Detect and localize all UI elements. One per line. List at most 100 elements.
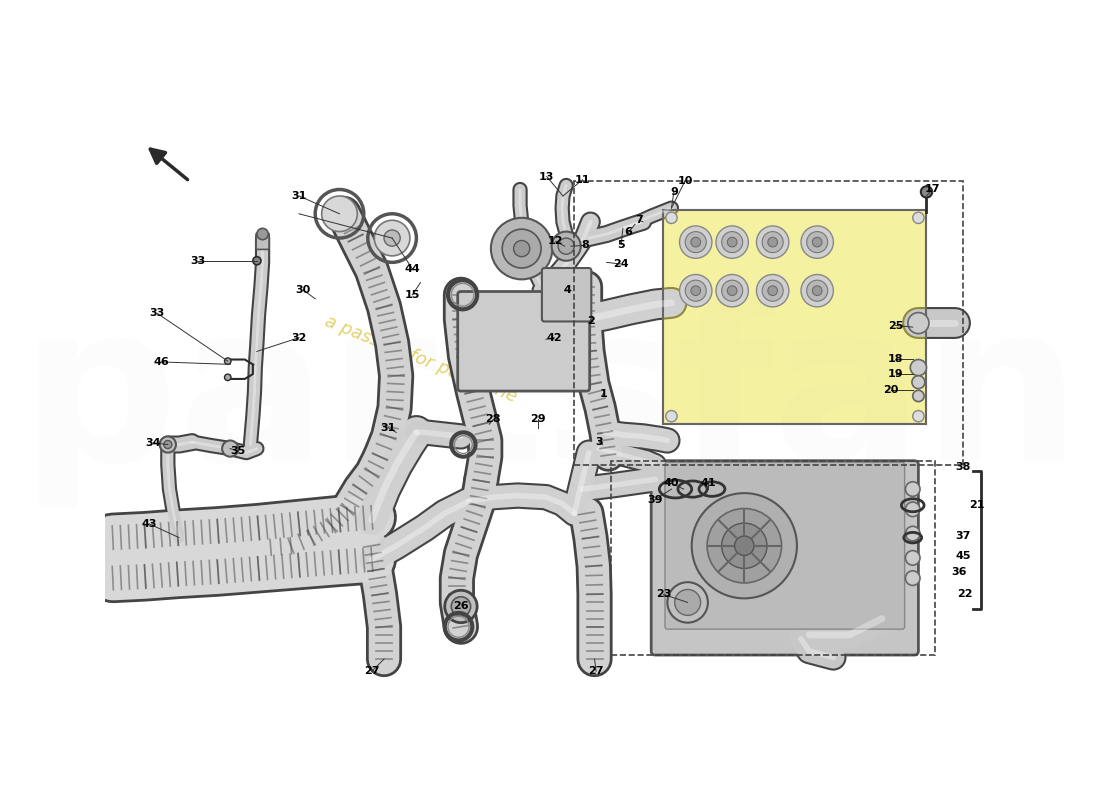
- Circle shape: [812, 286, 822, 295]
- Circle shape: [514, 241, 530, 257]
- Circle shape: [905, 526, 920, 541]
- Circle shape: [768, 286, 778, 295]
- Circle shape: [921, 186, 932, 198]
- Circle shape: [757, 274, 789, 307]
- Circle shape: [321, 196, 358, 231]
- Text: 18: 18: [888, 354, 903, 364]
- Circle shape: [716, 274, 748, 307]
- Text: 22: 22: [957, 590, 972, 599]
- Circle shape: [905, 571, 920, 586]
- Bar: [574, 182, 962, 465]
- Circle shape: [374, 220, 410, 256]
- Text: 27: 27: [364, 666, 380, 676]
- Text: 40: 40: [663, 478, 679, 488]
- Circle shape: [905, 482, 920, 496]
- Text: 26: 26: [453, 602, 469, 611]
- Text: 30: 30: [296, 285, 310, 295]
- Circle shape: [905, 502, 920, 517]
- Text: 20: 20: [883, 386, 899, 395]
- Text: 42: 42: [547, 333, 562, 342]
- Circle shape: [551, 231, 581, 261]
- Text: 35: 35: [231, 446, 246, 456]
- Text: 2: 2: [587, 317, 595, 326]
- Text: 46: 46: [154, 357, 169, 367]
- Text: 10: 10: [678, 175, 693, 186]
- Circle shape: [727, 238, 737, 247]
- Text: 25: 25: [888, 321, 903, 330]
- Text: 33: 33: [150, 308, 165, 318]
- Circle shape: [722, 280, 742, 302]
- Text: 1: 1: [600, 389, 607, 398]
- Bar: [610, 461, 935, 655]
- Circle shape: [680, 226, 712, 258]
- Circle shape: [444, 590, 477, 622]
- Text: 21: 21: [969, 500, 984, 510]
- Circle shape: [913, 390, 924, 402]
- Circle shape: [722, 523, 767, 569]
- Circle shape: [762, 231, 783, 253]
- Circle shape: [757, 226, 789, 258]
- Text: 45: 45: [955, 551, 970, 562]
- FancyBboxPatch shape: [651, 461, 918, 655]
- Circle shape: [222, 441, 239, 457]
- Text: 44: 44: [405, 264, 420, 274]
- Text: a passion for parts.line: a passion for parts.line: [321, 313, 519, 406]
- FancyBboxPatch shape: [666, 462, 904, 629]
- Text: 28: 28: [485, 414, 502, 425]
- Circle shape: [257, 228, 268, 240]
- FancyBboxPatch shape: [663, 210, 926, 424]
- Circle shape: [160, 437, 176, 453]
- Circle shape: [727, 286, 737, 295]
- Circle shape: [666, 410, 678, 422]
- Circle shape: [691, 286, 701, 295]
- Circle shape: [806, 231, 827, 253]
- Circle shape: [674, 590, 701, 615]
- Circle shape: [680, 274, 712, 307]
- Text: 36: 36: [952, 567, 967, 578]
- Circle shape: [164, 441, 172, 449]
- Circle shape: [912, 376, 925, 389]
- Text: 9: 9: [670, 187, 678, 197]
- Circle shape: [812, 238, 822, 247]
- Text: 33: 33: [190, 256, 206, 266]
- Text: 43: 43: [142, 519, 157, 529]
- Circle shape: [224, 358, 231, 364]
- Text: 4: 4: [564, 285, 572, 295]
- Circle shape: [224, 374, 231, 381]
- Text: 15: 15: [405, 290, 420, 300]
- Circle shape: [908, 313, 928, 334]
- Circle shape: [768, 238, 778, 247]
- Text: 27: 27: [588, 666, 604, 676]
- Circle shape: [666, 212, 678, 223]
- Circle shape: [716, 226, 748, 258]
- Text: 34: 34: [145, 438, 161, 448]
- Circle shape: [806, 280, 827, 302]
- Circle shape: [691, 238, 701, 247]
- Circle shape: [911, 359, 926, 376]
- Circle shape: [491, 218, 552, 279]
- Circle shape: [253, 257, 261, 265]
- Circle shape: [685, 231, 706, 253]
- Circle shape: [707, 509, 782, 583]
- Text: partsfan: partsfan: [19, 293, 1081, 507]
- Text: 41: 41: [700, 478, 716, 488]
- FancyBboxPatch shape: [256, 234, 270, 250]
- Text: 11: 11: [574, 174, 590, 185]
- Text: 32: 32: [292, 333, 307, 342]
- Text: 23: 23: [656, 590, 671, 599]
- Text: 29: 29: [530, 414, 546, 425]
- Circle shape: [692, 493, 796, 598]
- Circle shape: [801, 226, 834, 258]
- Circle shape: [913, 212, 924, 223]
- Circle shape: [905, 550, 920, 565]
- Text: 17: 17: [924, 185, 939, 194]
- Circle shape: [503, 229, 541, 268]
- Text: 7: 7: [635, 215, 642, 226]
- Text: 3: 3: [595, 437, 603, 447]
- Circle shape: [451, 597, 471, 616]
- Text: 38: 38: [955, 462, 970, 472]
- Text: 19: 19: [888, 369, 903, 379]
- Text: 12: 12: [548, 236, 563, 246]
- Circle shape: [735, 536, 754, 555]
- Text: 8: 8: [582, 240, 590, 250]
